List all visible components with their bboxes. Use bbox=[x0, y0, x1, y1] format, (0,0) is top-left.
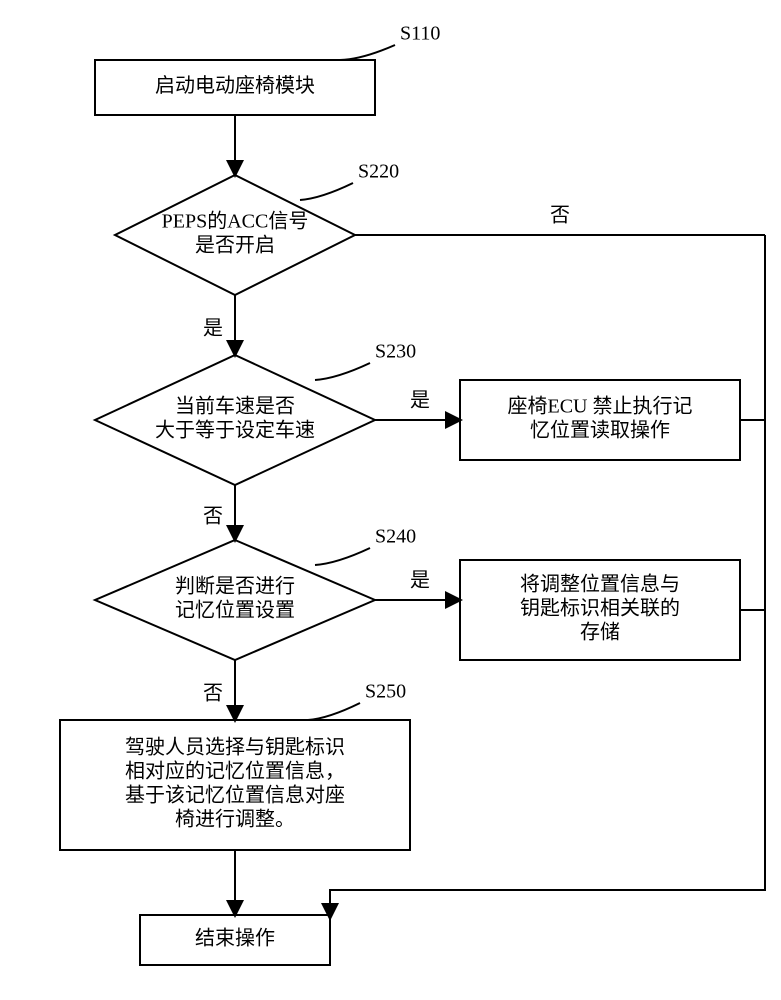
svg-text:大于等于设定车速: 大于等于设定车速 bbox=[155, 419, 315, 442]
callout-s220 bbox=[300, 183, 353, 200]
svg-text:判断是否进行: 判断是否进行 bbox=[175, 575, 295, 598]
node-ecu-label: 座椅ECU 禁止执行记忆位置读取操作 bbox=[508, 395, 693, 442]
svg-text:座椅ECU 禁止执行记: 座椅ECU 禁止执行记 bbox=[508, 395, 693, 418]
edge-label-1: 是 bbox=[203, 318, 223, 340]
step-label-s250: S250 bbox=[365, 681, 406, 703]
callout-s250 bbox=[308, 703, 360, 720]
edge-label-2: 否 bbox=[203, 506, 223, 528]
svg-text:钥匙标识相关联的: 钥匙标识相关联的 bbox=[520, 597, 680, 620]
svg-text:相对应的记忆位置信息，: 相对应的记忆位置信息， bbox=[125, 760, 345, 783]
edge-label-8: 是 bbox=[410, 570, 430, 592]
step-label-s110: S110 bbox=[400, 23, 440, 45]
step-label-s240: S240 bbox=[375, 526, 416, 548]
edge-label-3: 否 bbox=[203, 683, 223, 705]
svg-text:PEPS的ACC信号: PEPS的ACC信号 bbox=[162, 210, 309, 233]
step-label-s230: S230 bbox=[375, 341, 416, 363]
svg-text:存储: 存储 bbox=[580, 621, 620, 644]
node-s240-label: 判断是否进行记忆位置设置 bbox=[175, 575, 295, 622]
step-label-s220: S220 bbox=[358, 161, 399, 183]
node-s110-label: 启动电动座椅模块 bbox=[155, 74, 315, 97]
node-s230-label: 当前车速是否大于等于设定车速 bbox=[155, 395, 315, 442]
svg-text:记忆位置设置: 记忆位置设置 bbox=[175, 599, 295, 622]
node-store-label: 将调整位置信息与钥匙标识相关联的存储 bbox=[520, 573, 680, 644]
edge-label-6: 是 bbox=[410, 390, 430, 412]
svg-text:椅进行调整。: 椅进行调整。 bbox=[175, 808, 295, 831]
svg-text:是否开启: 是否开启 bbox=[195, 234, 275, 257]
svg-text:基于该记忆位置信息对座: 基于该记忆位置信息对座 bbox=[125, 784, 345, 807]
svg-text:当前车速是否: 当前车速是否 bbox=[175, 395, 295, 418]
node-s220-label: PEPS的ACC信号是否开启 bbox=[162, 210, 309, 257]
svg-text:启动电动座椅模块: 启动电动座椅模块 bbox=[155, 74, 315, 97]
svg-text:结束操作: 结束操作 bbox=[195, 927, 275, 950]
svg-text:忆位置读取操作: 忆位置读取操作 bbox=[530, 419, 670, 442]
node-end-label: 结束操作 bbox=[195, 927, 275, 950]
svg-text:将调整位置信息与: 将调整位置信息与 bbox=[520, 573, 680, 596]
callout-s240 bbox=[315, 548, 370, 565]
callout-s230 bbox=[315, 363, 370, 380]
svg-text:驾驶人员选择与钥匙标识: 驾驶人员选择与钥匙标识 bbox=[125, 736, 345, 759]
callout-s110 bbox=[340, 45, 395, 60]
node-s250-label: 驾驶人员选择与钥匙标识相对应的记忆位置信息，基于该记忆位置信息对座椅进行调整。 bbox=[125, 736, 345, 831]
edge-label-5: 否 bbox=[550, 205, 570, 227]
